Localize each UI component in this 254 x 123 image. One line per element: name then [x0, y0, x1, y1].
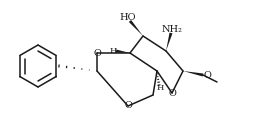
Text: H: H: [156, 84, 163, 92]
Polygon shape: [165, 33, 172, 51]
Polygon shape: [128, 20, 142, 36]
Text: NH₂: NH₂: [161, 25, 182, 34]
Polygon shape: [182, 71, 202, 77]
Text: O: O: [167, 89, 175, 98]
Polygon shape: [115, 50, 130, 53]
Text: O: O: [124, 101, 131, 110]
Text: HO: HO: [119, 13, 136, 22]
Text: O: O: [93, 48, 101, 57]
Text: H: H: [109, 47, 116, 55]
Text: O: O: [203, 70, 211, 79]
